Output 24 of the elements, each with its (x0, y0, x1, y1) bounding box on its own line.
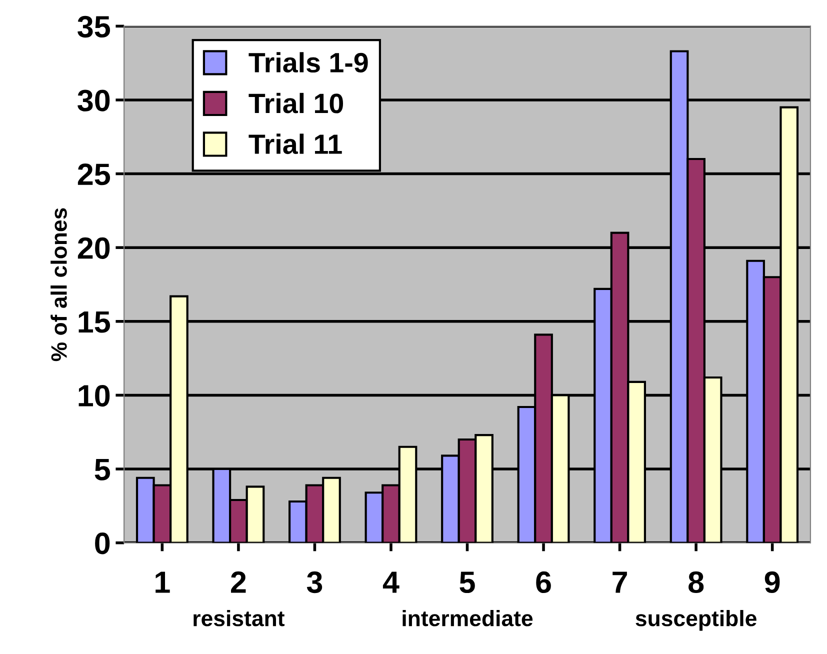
y-tick-label: 25 (78, 164, 110, 186)
x-tick-label: 1 (156, 572, 170, 593)
x-tick-label: 7 (612, 572, 627, 593)
x-tick-label: 4 (382, 572, 400, 593)
x-tick-label: 2 (231, 571, 246, 593)
legend-label: Trial 11 (248, 134, 342, 154)
legend-label: Trial 10 (248, 92, 344, 114)
legend-label: Trials 1-9 (248, 52, 368, 73)
y-tick-label: 5 (94, 459, 110, 480)
y-axis-title: % of all clones (50, 208, 67, 362)
x-tick-label: 5 (460, 572, 475, 594)
y-tick-label: 35 (78, 16, 110, 38)
y-tick-label: 0 (95, 532, 110, 554)
y-tick-label: 15 (78, 311, 110, 333)
x-tick-label: 9 (764, 571, 780, 594)
x-tick-label: 8 (688, 571, 704, 594)
x-tick-label: 6 (536, 571, 551, 594)
y-tick-label: 30 (78, 90, 110, 112)
text: susceptible (636, 610, 756, 631)
text: intermediate (402, 610, 533, 626)
text: resistant (194, 610, 284, 626)
x-tick-label: 3 (306, 571, 322, 594)
y-tick-label: 10 (78, 384, 110, 407)
y-tick-label: 20 (78, 237, 110, 259)
